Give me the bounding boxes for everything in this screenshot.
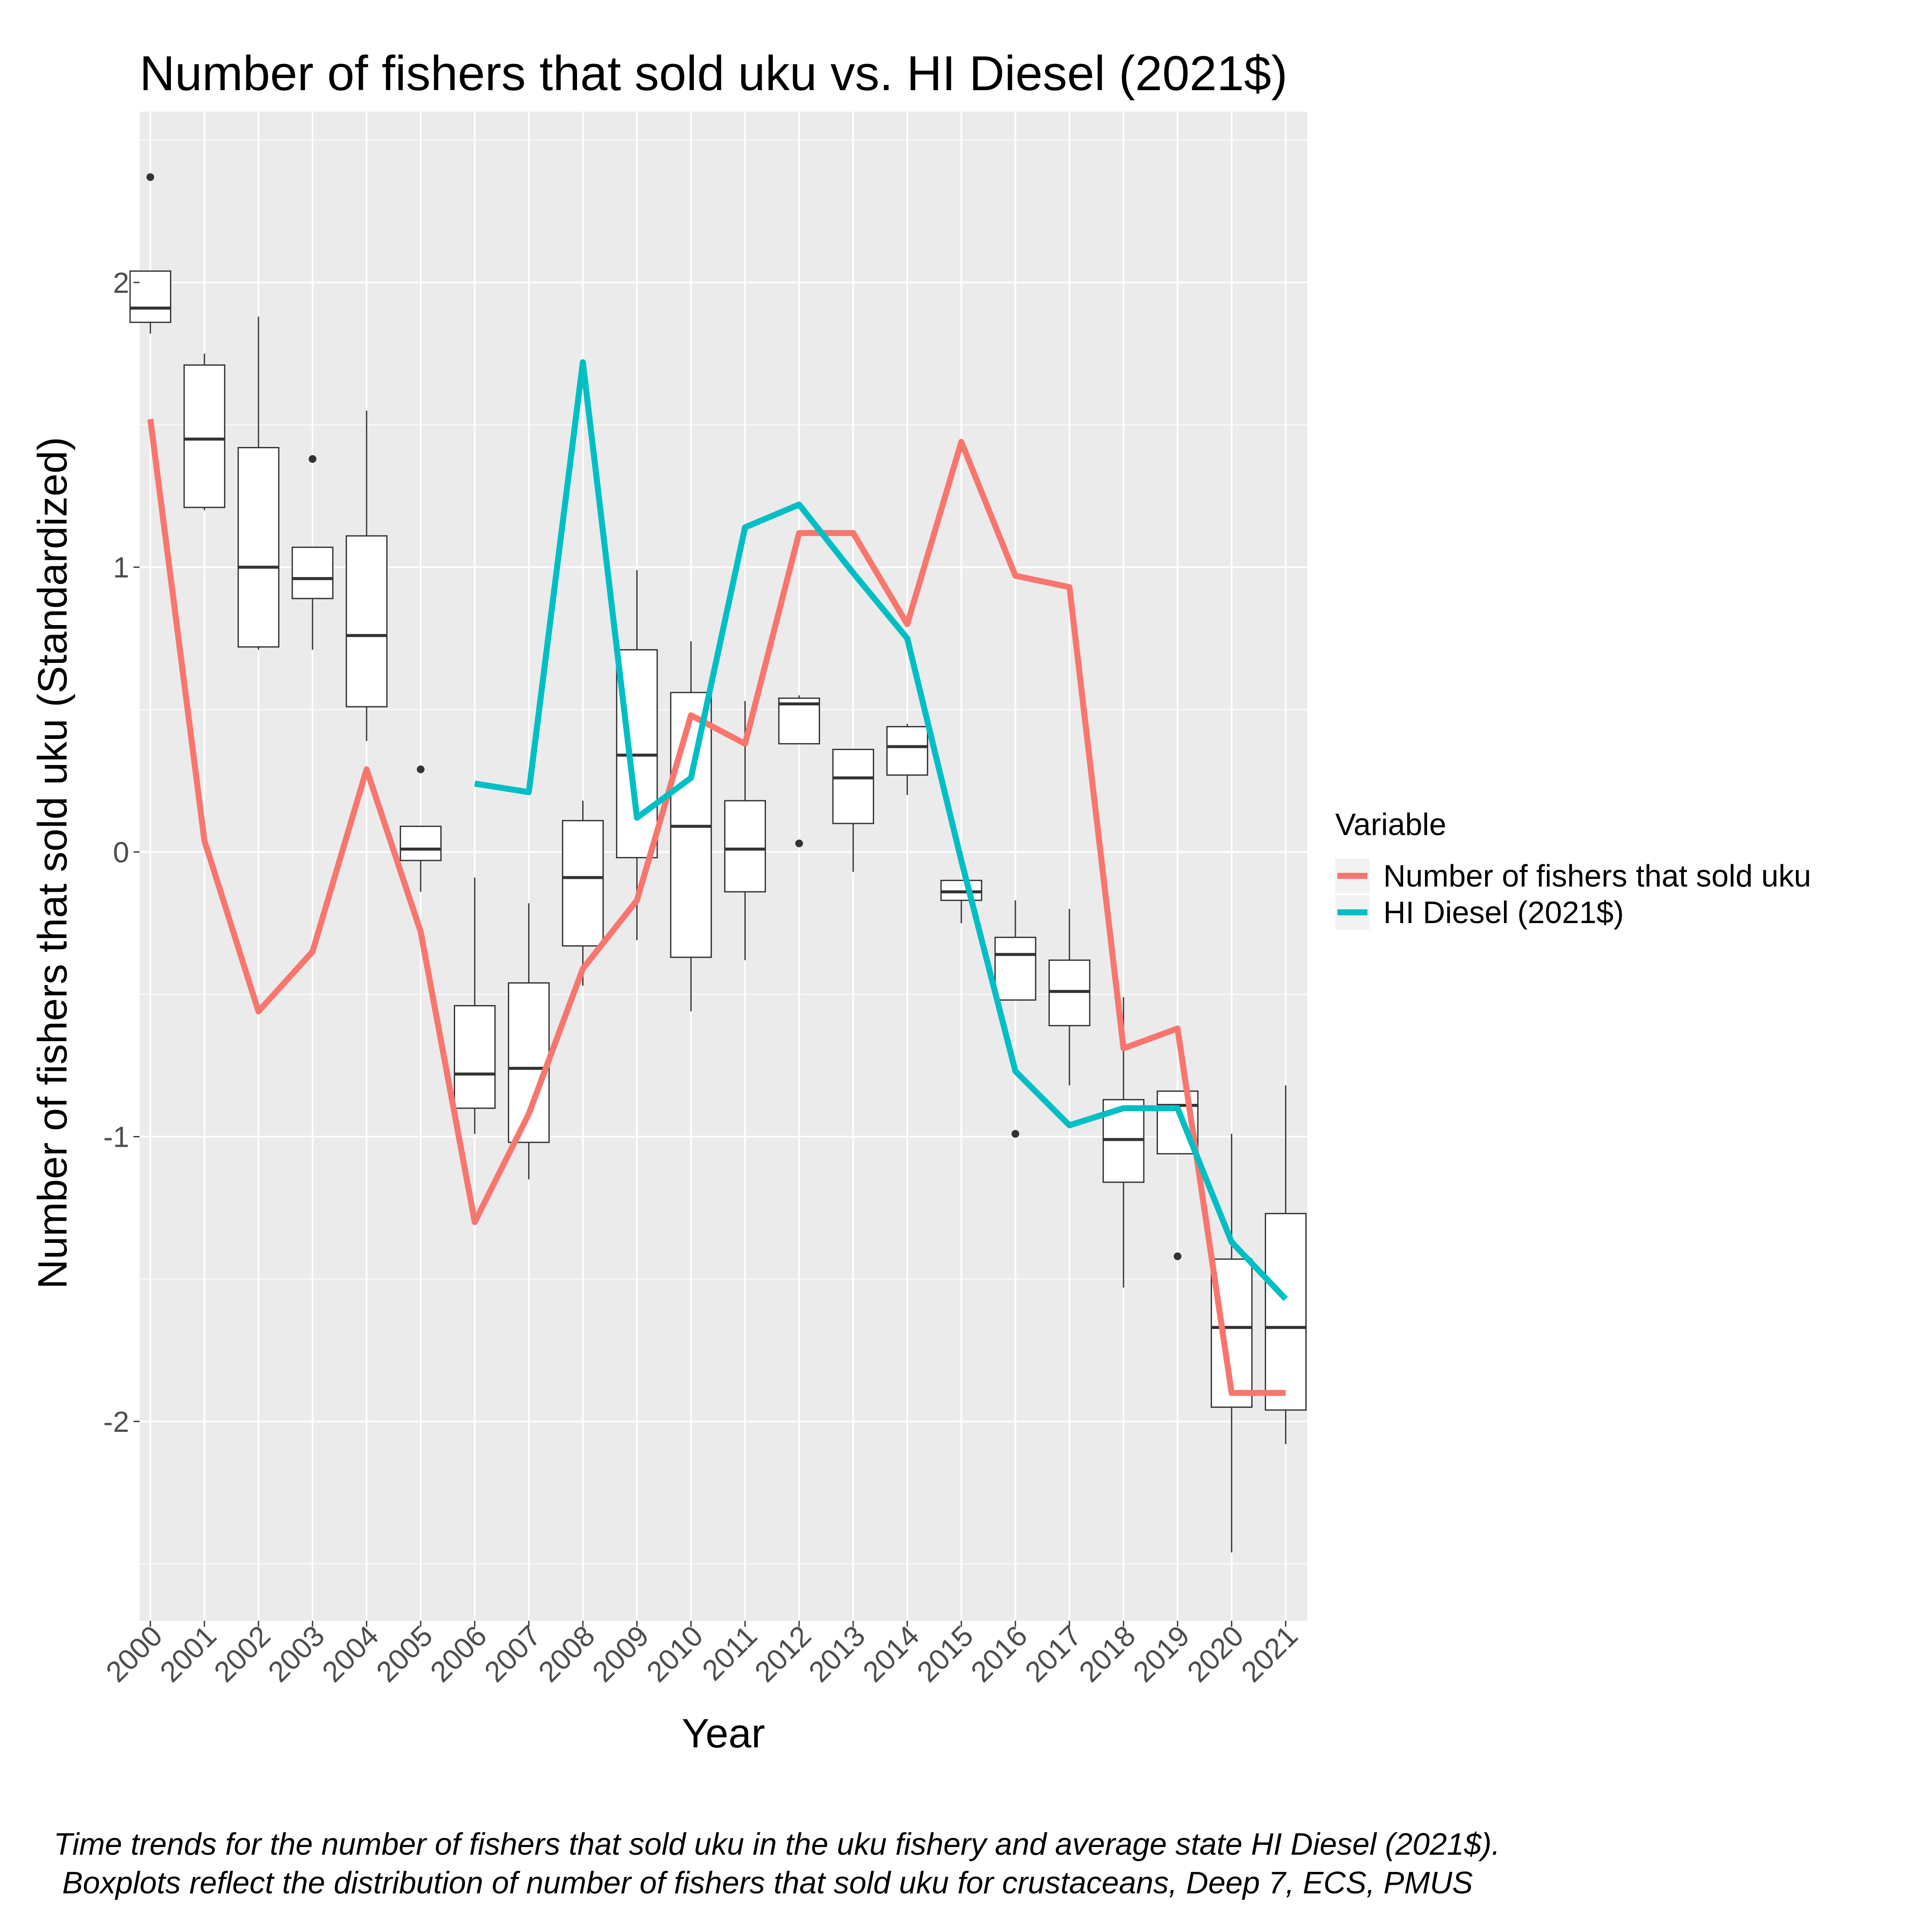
box-iqr: [184, 365, 225, 507]
box-iqr: [562, 820, 603, 946]
outlier-point: [309, 455, 316, 463]
x-tick-label: 2011: [696, 1619, 763, 1687]
x-tick-label: 2007: [478, 1619, 547, 1689]
box-iqr: [238, 448, 279, 647]
box-iqr: [401, 826, 441, 861]
caption-line-1: Time trends for the number of fishers th…: [54, 1827, 1500, 1862]
outlier-point: [1012, 1130, 1019, 1138]
outlier-point: [1174, 1252, 1182, 1260]
x-tick-label: 2009: [586, 1619, 655, 1689]
x-tick-label: 2016: [965, 1619, 1034, 1689]
y-axis-title: Number of fishers that sold uku (Standar…: [30, 437, 76, 1289]
x-axis: 2000200120022003200420052006200720082009…: [100, 1619, 1304, 1689]
x-tick-label: 2001: [154, 1619, 223, 1689]
box-iqr: [995, 937, 1036, 1000]
x-tick-label: 2019: [1127, 1619, 1196, 1689]
x-tick-label: 2014: [857, 1619, 926, 1689]
x-tick-label: 2000: [100, 1619, 169, 1689]
outlier-point: [795, 839, 803, 847]
legend-title: Variable: [1335, 808, 1446, 842]
boxplot-2001: [184, 354, 225, 510]
box-iqr: [130, 271, 170, 322]
outlier-point: [146, 173, 154, 181]
plot-panel: [140, 112, 1307, 1621]
box-iqr: [1265, 1214, 1306, 1410]
y-axis: -2 -1 0 1 2: [103, 267, 140, 1438]
x-axis-title: Year: [682, 1710, 765, 1756]
legend-label-0: Number of fishers that sold uku: [1383, 859, 1811, 893]
x-tick-label: 2010: [640, 1619, 709, 1689]
x-tick-label: 2004: [316, 1619, 385, 1689]
caption-line-2: Boxplots reflect the distribution of num…: [54, 1866, 1473, 1900]
y-tick-label: -1: [103, 1121, 129, 1154]
x-tick-label: 2017: [1019, 1619, 1088, 1689]
box-iqr: [833, 750, 873, 823]
x-tick-label: 2005: [370, 1619, 439, 1689]
x-tick-label: 2008: [532, 1619, 601, 1689]
x-tick-label: 2002: [208, 1619, 277, 1689]
y-tick-label: 1: [113, 551, 129, 584]
x-tick-label: 2013: [802, 1619, 872, 1689]
chart-title: Number of fishers that sold uku vs. HI D…: [140, 46, 1288, 101]
y-tick-label: -2: [103, 1406, 129, 1438]
box-iqr: [725, 801, 765, 892]
x-tick-label: 2021: [1235, 1619, 1304, 1689]
x-tick-label: 2015: [911, 1619, 980, 1689]
x-tick-label: 2018: [1073, 1619, 1142, 1689]
x-tick-label: 2012: [748, 1619, 817, 1689]
box-iqr: [346, 536, 387, 707]
x-tick-label: 2003: [262, 1619, 331, 1689]
outlier-point: [417, 766, 425, 773]
legend: Variable Number of fishers that sold uku…: [1335, 808, 1811, 930]
y-tick-label: 2: [113, 267, 129, 299]
x-tick-label: 2006: [424, 1619, 493, 1689]
box-iqr: [887, 727, 927, 775]
box-iqr: [455, 1005, 495, 1108]
y-tick-label: 0: [113, 836, 129, 869]
box-iqr: [292, 547, 333, 598]
boxplot-2010: [671, 641, 711, 1012]
x-tick-label: 2020: [1181, 1619, 1250, 1689]
legend-label-1: HI Diesel (2021$): [1383, 896, 1624, 930]
